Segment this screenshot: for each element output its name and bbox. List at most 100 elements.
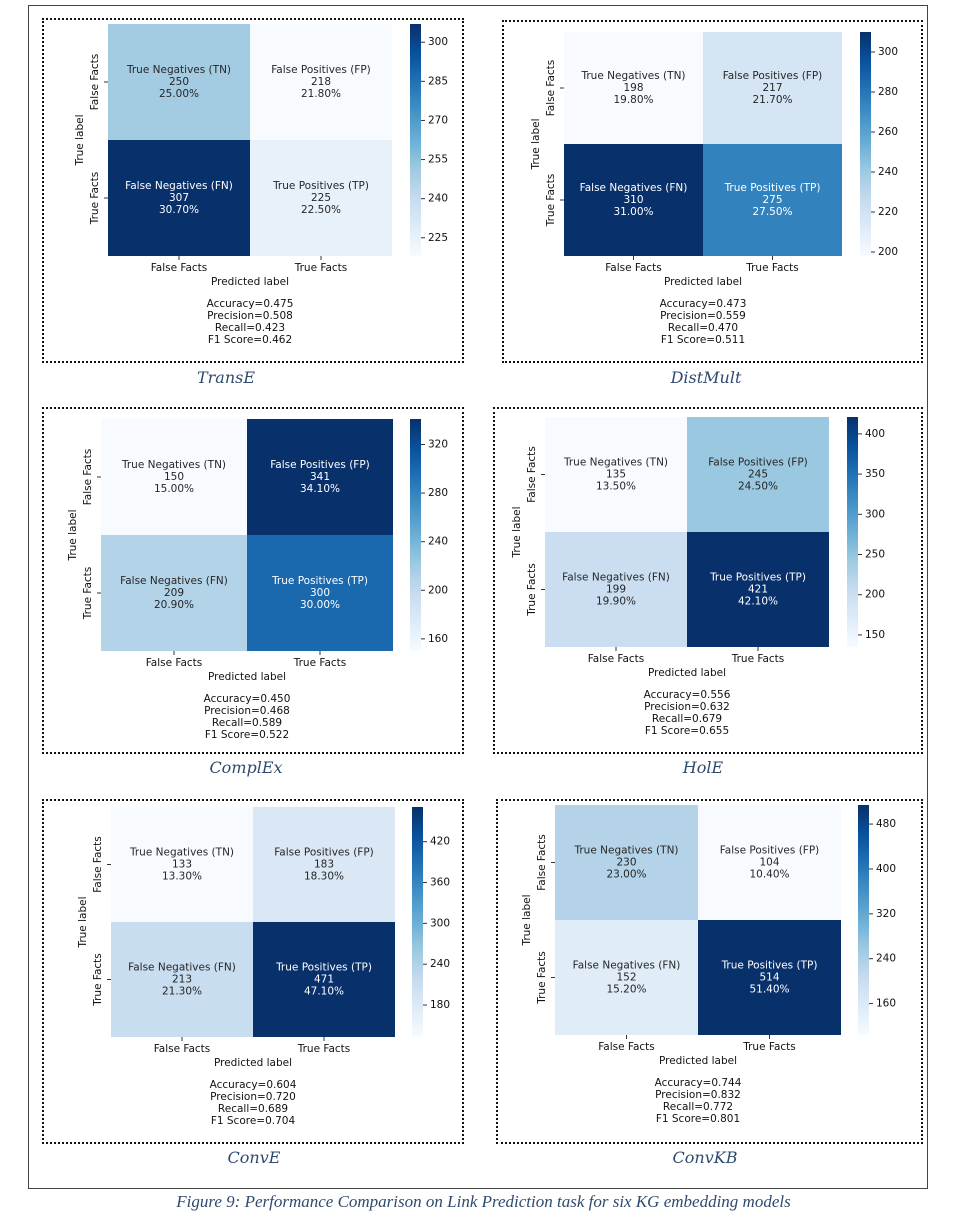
y-tick-label: True Facts [526, 563, 538, 617]
metric-line: Recall=0.589 [211, 717, 283, 729]
colorbar-tick-label: 200 [428, 584, 448, 596]
x-tick-label: False Facts [154, 1043, 211, 1055]
cell-count: 225 [311, 192, 331, 204]
heatmap-cell [111, 922, 253, 1037]
cell-percent: 13.50% [596, 481, 636, 493]
x-tick-label: True Facts [742, 1041, 796, 1053]
colorbar [860, 32, 871, 256]
heatmap-cell [250, 24, 392, 140]
y-tick-label: True Facts [545, 174, 557, 228]
cell-count: 150 [164, 471, 184, 483]
heatmap-cell [101, 419, 247, 535]
heatmap-cell [111, 807, 253, 922]
colorbar-tick-label: 400 [876, 863, 896, 875]
heatmap-cell [250, 140, 392, 256]
heatmap-cell [108, 24, 250, 140]
heatmap-cell [698, 805, 841, 920]
cell-label: False Negatives (FN) [573, 960, 681, 972]
colorbar-tick-label: 360 [430, 877, 450, 889]
metric-line: F1 Score=0.511 [660, 334, 746, 346]
y-axis-label: True label [511, 506, 523, 558]
model-caption: TransE [196, 368, 256, 387]
x-tick-label: False Facts [588, 653, 645, 665]
colorbar-tick-label: 350 [865, 468, 885, 480]
y-tick-label: True Facts [89, 172, 101, 226]
cell-percent: 21.30% [162, 986, 202, 998]
metric-line: Accuracy=0.450 [203, 693, 291, 705]
x-tick-label: False Facts [146, 657, 203, 669]
cell-count: 471 [314, 974, 334, 986]
cell-count: 152 [616, 972, 636, 984]
x-axis-label: Predicted label [211, 276, 289, 288]
metrics-block: Accuracy=0.604 Precision=0.720 Recall=0.68… [173, 1079, 333, 1127]
cell-count: 104 [759, 857, 779, 869]
cell-label: True Negatives (TN) [126, 64, 231, 76]
y-axis-label: True label [77, 896, 89, 948]
cell-percent: 20.90% [154, 599, 194, 611]
colorbar-tick-label: 480 [876, 818, 896, 830]
heatmap-cell [101, 535, 247, 651]
heatmap-cell [555, 805, 698, 920]
heatmap-cell [698, 920, 841, 1035]
x-tick-label: True Facts [294, 262, 348, 274]
colorbar-tick-label: 270 [428, 114, 448, 126]
colorbar-tick-label: 320 [428, 439, 448, 451]
metrics-block: Accuracy=0.450 Precision=0.468 Recall=0.58… [167, 693, 327, 741]
metric-line: F1 Score=0.655 [644, 725, 730, 737]
metric-line: Accuracy=0.604 [209, 1079, 297, 1091]
cell-percent: 30.00% [300, 599, 340, 611]
metric-line: F1 Score=0.522 [204, 729, 290, 741]
y-axis-label: True label [67, 509, 79, 561]
cell-label: True Positives (TP) [271, 575, 368, 587]
panel-frame [42, 407, 464, 754]
cell-label: False Positives (FP) [723, 70, 823, 82]
colorbar-tick-label: 160 [428, 633, 448, 645]
metric-line: Accuracy=0.473 [659, 298, 747, 310]
cell-count: 307 [169, 192, 189, 204]
cell-label: False Negatives (FN) [580, 182, 688, 194]
figure-caption: Figure 9: Performance Comparison on Link… [176, 1192, 791, 1211]
heatmap-cell [555, 920, 698, 1035]
y-tick-label: False Facts [89, 54, 101, 111]
heatmap-cell [703, 32, 842, 144]
y-tick-label: False Facts [92, 836, 104, 893]
metrics-block: Accuracy=0.475 Precision=0.508 Recall=0.42… [170, 298, 330, 346]
colorbar-tick-label: 400 [865, 428, 885, 440]
heatmap-cell [247, 419, 393, 535]
metrics-block: Accuracy=0.556 Precision=0.632 Recall=0.67… [607, 689, 767, 737]
cell-label: True Negatives (TN) [580, 70, 685, 82]
colorbar-tick-label: 150 [865, 629, 885, 641]
cell-label: True Positives (TP) [724, 182, 821, 194]
metric-line: Recall=0.689 [217, 1103, 289, 1115]
x-tick-label: True Facts [731, 653, 785, 665]
cell-label: False Negatives (FN) [120, 575, 228, 587]
panel-frame [496, 799, 923, 1144]
colorbar-tick-label: 250 [865, 549, 885, 561]
cell-count: 275 [762, 194, 782, 206]
cell-percent: 21.80% [301, 88, 341, 100]
cell-label: False Negatives (FN) [128, 962, 236, 974]
cell-count: 198 [623, 82, 643, 94]
model-caption: ConvKB [672, 1148, 738, 1167]
cell-percent: 23.00% [606, 869, 646, 881]
x-tick-label: False Facts [605, 262, 662, 274]
heatmap-cell [545, 417, 687, 532]
colorbar-tick-label: 240 [878, 166, 898, 178]
colorbar-tick-label: 160 [876, 998, 896, 1010]
heatmap-cell [564, 144, 703, 256]
y-tick-label: False Facts [545, 60, 557, 117]
cell-count: 218 [311, 76, 331, 88]
cell-label: True Negatives (TN) [121, 459, 226, 471]
cell-count: 310 [623, 194, 643, 206]
x-axis-label: Predicted label [664, 276, 742, 288]
colorbar [858, 805, 869, 1035]
cell-label: True Negatives (TN) [573, 845, 678, 857]
colorbar-tick-label: 300 [428, 36, 448, 48]
cell-label: False Positives (FP) [274, 847, 374, 859]
model-caption: ConvE [227, 1148, 281, 1167]
y-axis-label: True label [521, 894, 533, 946]
cell-percent: 34.10% [300, 483, 340, 495]
